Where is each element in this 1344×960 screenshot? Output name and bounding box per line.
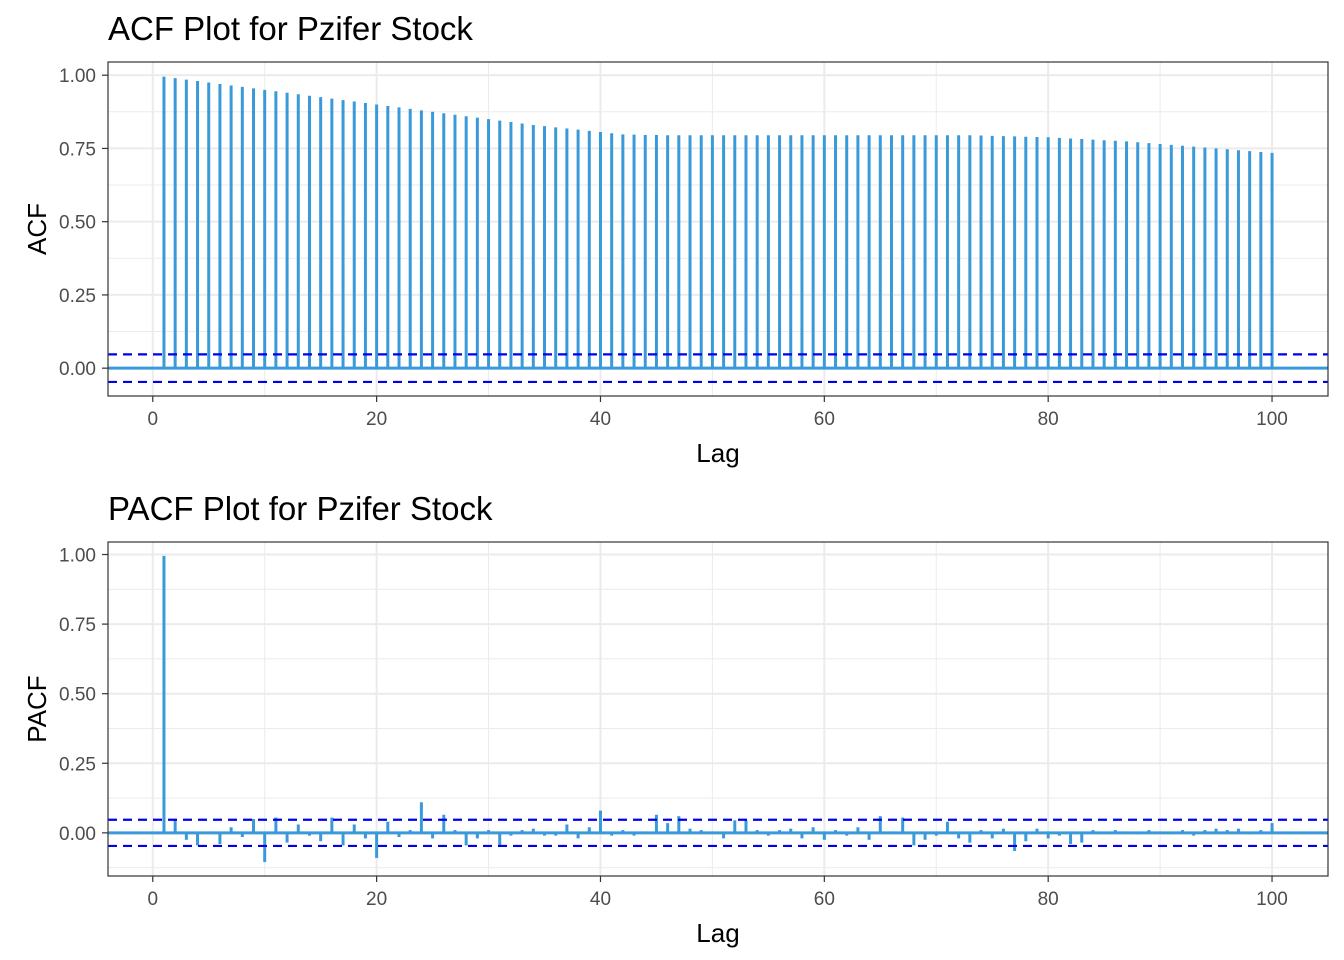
acf-y-tick-label: 0.00	[59, 359, 96, 380]
pacf-chart: 0 20 40 60 80 100 0.00 0.25 0.50 0.75 1.00 PACF Plo…	[22, 490, 1329, 948]
pacf-x-tick-label: 20	[366, 889, 387, 910]
pacf-y-axis-title: PACF	[22, 675, 52, 742]
pacf-x-tick-label: 60	[814, 889, 835, 910]
pacf-y-tick-label: 0.50	[59, 685, 96, 706]
pacf-panel-border	[107, 541, 1329, 877]
acf-x-tick-label: 40	[590, 409, 611, 430]
pacf-x-tick-label: 0	[147, 889, 158, 910]
pacf-x-tick-label: 80	[1038, 889, 1059, 910]
acf-y-tick-label: 0.75	[59, 139, 96, 160]
pacf-y-tick-label: 0.25	[59, 754, 96, 775]
pacf-y-tick-label: 1.00	[59, 546, 96, 567]
acf-y-axis-title: ACF	[22, 203, 52, 255]
acf-x-tick-label: 100	[1256, 409, 1288, 430]
acf-chart-title: ACF Plot for Pzifer Stock	[108, 10, 473, 47]
acf-x-axis-title: Lag	[696, 438, 739, 468]
pacf-x-axis-title: Lag	[696, 918, 739, 948]
pacf-y-tick-label: 0.75	[59, 615, 96, 636]
acf-x-tick-label: 80	[1038, 409, 1059, 430]
acf-x-tick-label: 60	[814, 409, 835, 430]
acf-y-tick-label: 1.00	[59, 66, 96, 87]
acf-y-tick-label: 0.50	[59, 213, 96, 234]
pacf-x-tick-label: 100	[1256, 889, 1288, 910]
pacf-panel-background	[108, 542, 1328, 876]
acf-panel-border	[107, 61, 1329, 397]
acf-chart: 0 20 40 60 80 100 0.00 0.25 0.50 0.75 1.00 ACF Plot…	[22, 10, 1329, 468]
acf-panel-background	[108, 62, 1328, 396]
acf-x-tick-label: 0	[147, 409, 158, 430]
acf-y-tick-label: 0.25	[59, 286, 96, 307]
pacf-chart-title: PACF Plot for Pzifer Stock	[108, 490, 493, 527]
acf-x-tick-label: 20	[366, 409, 387, 430]
pacf-x-tick-label: 40	[590, 889, 611, 910]
pacf-y-tick-label: 0.00	[59, 824, 96, 845]
